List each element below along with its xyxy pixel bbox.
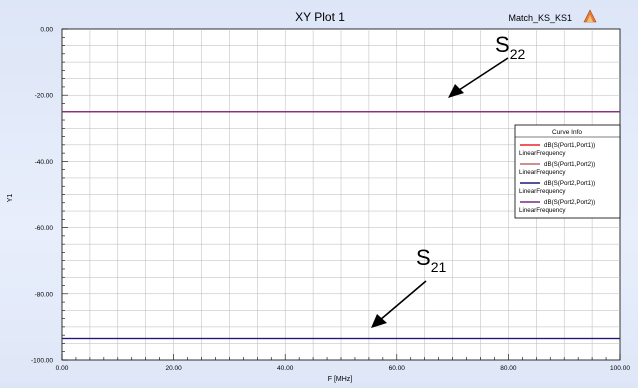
legend-entry-sub: LinearFrequency (519, 169, 566, 176)
s22-arrow-head (448, 84, 464, 98)
legend: Curve Info dB(S(Port1,Port1))LinearFrequ… (514, 124, 621, 219)
minor-ticks (61, 28, 621, 361)
s22-arrow-shaft (455, 57, 509, 93)
legend-entries: dB(S(Port1,Port1))LinearFrequencydB(S(Po… (519, 142, 595, 214)
y-tick-label: -80.00 (35, 291, 54, 298)
s22-annotation: S22 (448, 32, 525, 98)
x-tick-label: 100.00 (610, 365, 630, 372)
legend-entry-sub: LinearFrequency (519, 150, 566, 157)
x-tick-label: 20.00 (165, 365, 182, 372)
x-tick-label: 40.00 (277, 365, 294, 372)
series-layer (62, 111, 620, 340)
legend-entry-name: dB(S(Port2,Port1)) (544, 180, 595, 187)
y-tick-label: -100.00 (31, 358, 53, 365)
s22-label-sub: 22 (510, 46, 526, 62)
x-axis-label: F [MHz] (328, 376, 353, 383)
s21-annotation: S21 (371, 245, 446, 328)
legend-entry-name: dB(S(Port1,Port1)) (544, 142, 595, 149)
grid (62, 29, 620, 360)
y-tick-label: -60.00 (35, 225, 54, 232)
legend-entry-sub: LinearFrequency (519, 207, 566, 214)
legend-entry-name: dB(S(Port2,Port2)) (544, 199, 595, 206)
ansoft-logo-icon (583, 9, 597, 23)
s22-label: S22 (495, 32, 525, 62)
y-axis-label: Y1 (7, 194, 14, 203)
s21-arrow-head (371, 314, 387, 328)
x-tick-label: 60.00 (389, 365, 406, 372)
s22-label-base: S (495, 32, 510, 57)
legend-entry-name: dB(S(Port1,Port2)) (544, 161, 595, 168)
y-tick-label: -40.00 (35, 159, 54, 166)
design-name-label: Match_KS_KS1 (508, 13, 572, 23)
chart-title: XY Plot 1 (295, 10, 345, 24)
x-tick-labels: 0.00 20.00 40.00 60.00 80.00 100.00 (56, 365, 631, 372)
s21-label-sub: 21 (431, 259, 447, 275)
x-tick-label: 80.00 (500, 365, 517, 372)
legend-entry-sub: LinearFrequency (519, 188, 566, 195)
s21-label-base: S (416, 245, 431, 270)
legend-title: Curve Info (552, 129, 582, 136)
s21-arrow-shaft (379, 280, 427, 321)
y-tick-labels: 0.00 -20.00 -40.00 -60.00 -80.00 -100.00 (31, 27, 53, 365)
s21-label: S21 (416, 245, 446, 275)
y-tick-label: 0.00 (40, 27, 53, 34)
x-tick-label: 0.00 (56, 365, 69, 372)
y-tick-label: -20.00 (35, 93, 54, 100)
